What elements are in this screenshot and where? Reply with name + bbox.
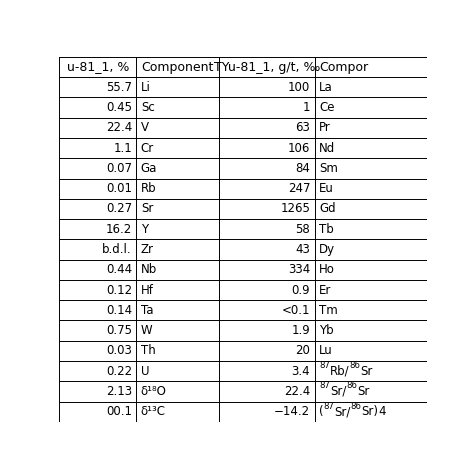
Text: Eu: Eu [319, 182, 334, 195]
Text: Lu: Lu [319, 345, 333, 357]
Text: 43: 43 [295, 243, 310, 256]
Text: 334: 334 [288, 263, 310, 276]
Text: Compor: Compor [319, 61, 368, 73]
Text: Sr/: Sr/ [330, 385, 346, 398]
Text: Ga: Ga [141, 162, 157, 175]
Text: 22.4: 22.4 [284, 385, 310, 398]
Text: (: ( [319, 405, 324, 418]
Text: Tm: Tm [319, 304, 337, 317]
Text: 87: 87 [319, 381, 330, 390]
Text: 86: 86 [346, 381, 357, 390]
Text: 00.1: 00.1 [106, 405, 132, 418]
Text: 16.2: 16.2 [106, 223, 132, 236]
Text: Sm: Sm [319, 162, 338, 175]
Text: Sr: Sr [357, 385, 369, 398]
Text: 0.03: 0.03 [106, 345, 132, 357]
Text: Gd: Gd [319, 202, 336, 216]
Text: Cr: Cr [141, 142, 154, 155]
Text: Ta: Ta [141, 304, 153, 317]
Text: Th: Th [141, 345, 155, 357]
Text: W: W [141, 324, 153, 337]
Text: Component: Component [142, 61, 214, 73]
Text: 0.44: 0.44 [106, 263, 132, 276]
Text: Nb: Nb [141, 263, 157, 276]
Text: 0.9: 0.9 [292, 283, 310, 297]
Text: 0.12: 0.12 [106, 283, 132, 297]
Text: Pr: Pr [319, 121, 331, 134]
Text: Ce: Ce [319, 101, 335, 114]
Text: 58: 58 [295, 223, 310, 236]
Text: 3.4: 3.4 [292, 365, 310, 378]
Text: −14.2: −14.2 [274, 405, 310, 418]
Text: 0.14: 0.14 [106, 304, 132, 317]
Text: Hf: Hf [141, 283, 154, 297]
Text: 86: 86 [349, 361, 360, 370]
Text: Ho: Ho [319, 263, 335, 276]
Text: Rb: Rb [141, 182, 156, 195]
Text: 0.22: 0.22 [106, 365, 132, 378]
Text: 1.9: 1.9 [292, 324, 310, 337]
Text: 0.45: 0.45 [106, 101, 132, 114]
Text: 106: 106 [288, 142, 310, 155]
Text: Dy: Dy [319, 243, 335, 256]
Text: 100: 100 [288, 81, 310, 94]
Text: Sr/: Sr/ [335, 405, 351, 418]
Text: 0.07: 0.07 [106, 162, 132, 175]
Text: b.d.l.: b.d.l. [102, 243, 132, 256]
Text: δ¹⁸O: δ¹⁸O [141, 385, 167, 398]
Text: 20: 20 [295, 345, 310, 357]
Text: 22.4: 22.4 [106, 121, 132, 134]
Text: Er: Er [319, 283, 331, 297]
Text: Sr: Sr [360, 365, 373, 378]
Text: TYu-81_1, g/t, ‰: TYu-81_1, g/t, ‰ [214, 61, 320, 73]
Text: Sr): Sr) [362, 405, 379, 418]
Text: V: V [141, 121, 149, 134]
Text: 86: 86 [351, 401, 362, 410]
Text: 1.1: 1.1 [113, 142, 132, 155]
Text: 0.27: 0.27 [106, 202, 132, 216]
Text: Sr: Sr [141, 202, 153, 216]
Text: 87: 87 [324, 401, 335, 410]
Text: 84: 84 [295, 162, 310, 175]
Text: Sc: Sc [141, 101, 155, 114]
Text: U: U [141, 365, 149, 378]
Text: 1: 1 [303, 101, 310, 114]
Text: Nd: Nd [319, 142, 335, 155]
Text: Zr: Zr [141, 243, 154, 256]
Text: u-81_1, %: u-81_1, % [67, 61, 129, 73]
Text: Y: Y [141, 223, 148, 236]
Text: La: La [319, 81, 333, 94]
Text: 0.01: 0.01 [106, 182, 132, 195]
Text: 87: 87 [319, 361, 330, 370]
Text: 4: 4 [379, 405, 386, 418]
Text: Li: Li [141, 81, 151, 94]
Text: δ¹³C: δ¹³C [141, 405, 166, 418]
Text: 0.75: 0.75 [106, 324, 132, 337]
Text: 2.13: 2.13 [106, 385, 132, 398]
Text: Rb/: Rb/ [330, 365, 349, 378]
Text: <0.1: <0.1 [282, 304, 310, 317]
Text: Yb: Yb [319, 324, 334, 337]
Text: 55.7: 55.7 [106, 81, 132, 94]
Text: 1265: 1265 [280, 202, 310, 216]
Text: Tb: Tb [319, 223, 334, 236]
Text: 247: 247 [288, 182, 310, 195]
Text: 63: 63 [295, 121, 310, 134]
